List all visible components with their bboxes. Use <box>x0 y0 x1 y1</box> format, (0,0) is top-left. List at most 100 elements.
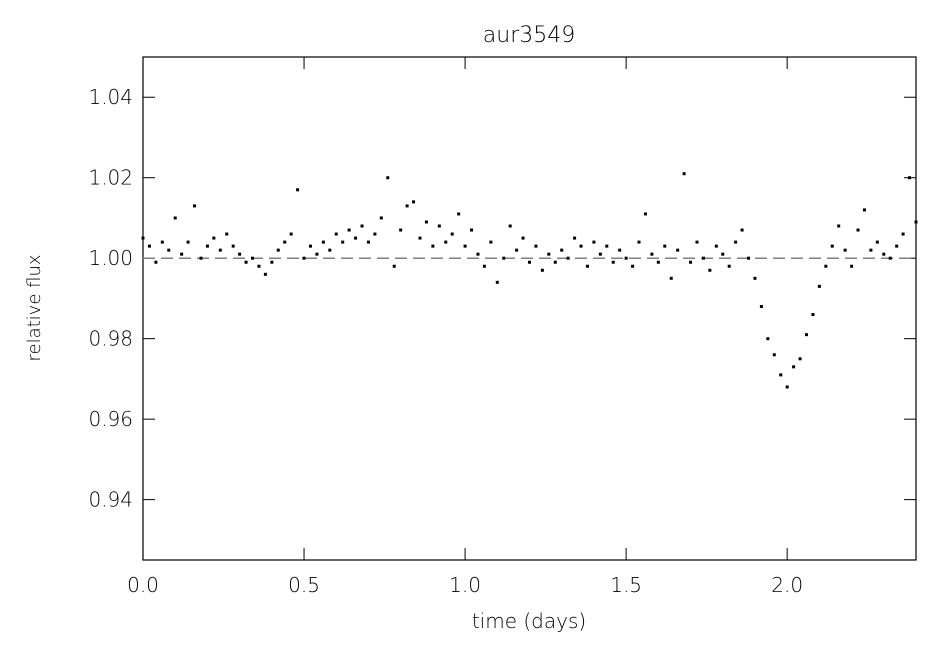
data-point <box>824 264 828 268</box>
data-point <box>186 240 190 244</box>
data-point <box>598 252 602 256</box>
data-point <box>180 252 184 256</box>
plot-frame <box>142 56 917 561</box>
data-point <box>283 240 287 244</box>
data-point <box>450 232 454 236</box>
data-point <box>199 256 203 260</box>
data-point <box>643 212 647 216</box>
data-point <box>495 280 499 284</box>
data-point <box>869 248 873 252</box>
data-point <box>850 264 854 268</box>
data-point <box>682 172 686 176</box>
data-point <box>553 260 557 264</box>
data-point <box>837 224 841 228</box>
y-tick-label: 0.98 <box>88 327 133 351</box>
data-point <box>695 240 699 244</box>
x-tick-label: 0.5 <box>288 573 320 597</box>
data-point <box>251 256 255 260</box>
data-point <box>515 248 519 252</box>
data-point <box>573 236 577 240</box>
data-point <box>727 264 731 268</box>
data-point <box>360 224 364 228</box>
data-point <box>547 252 551 256</box>
data-point <box>308 244 312 248</box>
data-point <box>811 313 815 317</box>
data-point <box>379 216 383 220</box>
data-point <box>289 232 293 236</box>
y-tick-label: 0.94 <box>88 488 133 512</box>
data-point <box>167 248 171 252</box>
data-point <box>631 264 635 268</box>
data-point <box>392 264 396 268</box>
data-point <box>843 248 847 252</box>
data-point <box>489 240 493 244</box>
data-point <box>753 276 757 280</box>
x-axis-label: time (days) <box>472 609 586 633</box>
data-point <box>540 268 544 272</box>
data-point <box>605 244 609 248</box>
data-point <box>231 244 235 248</box>
data-point <box>624 256 628 260</box>
data-point <box>663 244 667 248</box>
data-point <box>225 232 229 236</box>
data-point <box>714 244 718 248</box>
data-point <box>798 357 802 361</box>
x-tick-label: 2.0 <box>771 573 803 597</box>
data-point <box>817 284 821 288</box>
data-point <box>154 260 158 264</box>
data-point <box>560 248 564 252</box>
data-point <box>914 220 918 224</box>
chart-title: aur3549 <box>483 23 575 48</box>
data-point <box>212 236 216 240</box>
data-point <box>502 256 506 260</box>
data-point <box>244 260 248 264</box>
data-point <box>689 260 693 264</box>
data-point <box>386 176 390 180</box>
data-point <box>676 248 680 252</box>
data-point <box>740 228 744 232</box>
data-point <box>341 240 345 244</box>
x-tick-label: 1.5 <box>610 573 642 597</box>
y-tick-label: 0.96 <box>88 407 133 431</box>
data-point <box>592 240 596 244</box>
data-point <box>521 236 525 240</box>
data-point <box>862 208 866 212</box>
data-point <box>901 232 905 236</box>
data-point <box>147 244 151 248</box>
data-point <box>759 304 763 308</box>
data-point <box>772 353 776 357</box>
data-point <box>882 252 886 256</box>
data-point <box>669 276 673 280</box>
data-point <box>276 248 280 252</box>
data-point <box>412 200 416 204</box>
data-point <box>354 236 358 240</box>
y-tick-label: 1.00 <box>88 246 133 270</box>
data-point <box>656 260 660 264</box>
data-point <box>708 268 712 272</box>
data-point <box>444 240 448 244</box>
x-tick-label: 1.0 <box>449 573 481 597</box>
data-point <box>257 264 261 268</box>
data-point <box>302 256 306 260</box>
data-point <box>611 260 615 264</box>
data-point <box>579 244 583 248</box>
data-point <box>785 385 789 389</box>
data-point <box>141 236 145 240</box>
x-tick-label: 0.0 <box>127 573 159 597</box>
data-point <box>895 244 899 248</box>
data-point <box>618 248 622 252</box>
data-point <box>431 244 435 248</box>
data-point <box>585 264 589 268</box>
data-point <box>830 244 834 248</box>
data-point <box>766 337 770 341</box>
data-point <box>721 252 725 256</box>
data-point <box>418 236 422 240</box>
data-point <box>701 256 705 260</box>
data-point <box>637 240 641 244</box>
data-point <box>238 252 242 256</box>
data-point <box>173 216 177 220</box>
data-point <box>321 240 325 244</box>
data-point <box>734 240 738 244</box>
